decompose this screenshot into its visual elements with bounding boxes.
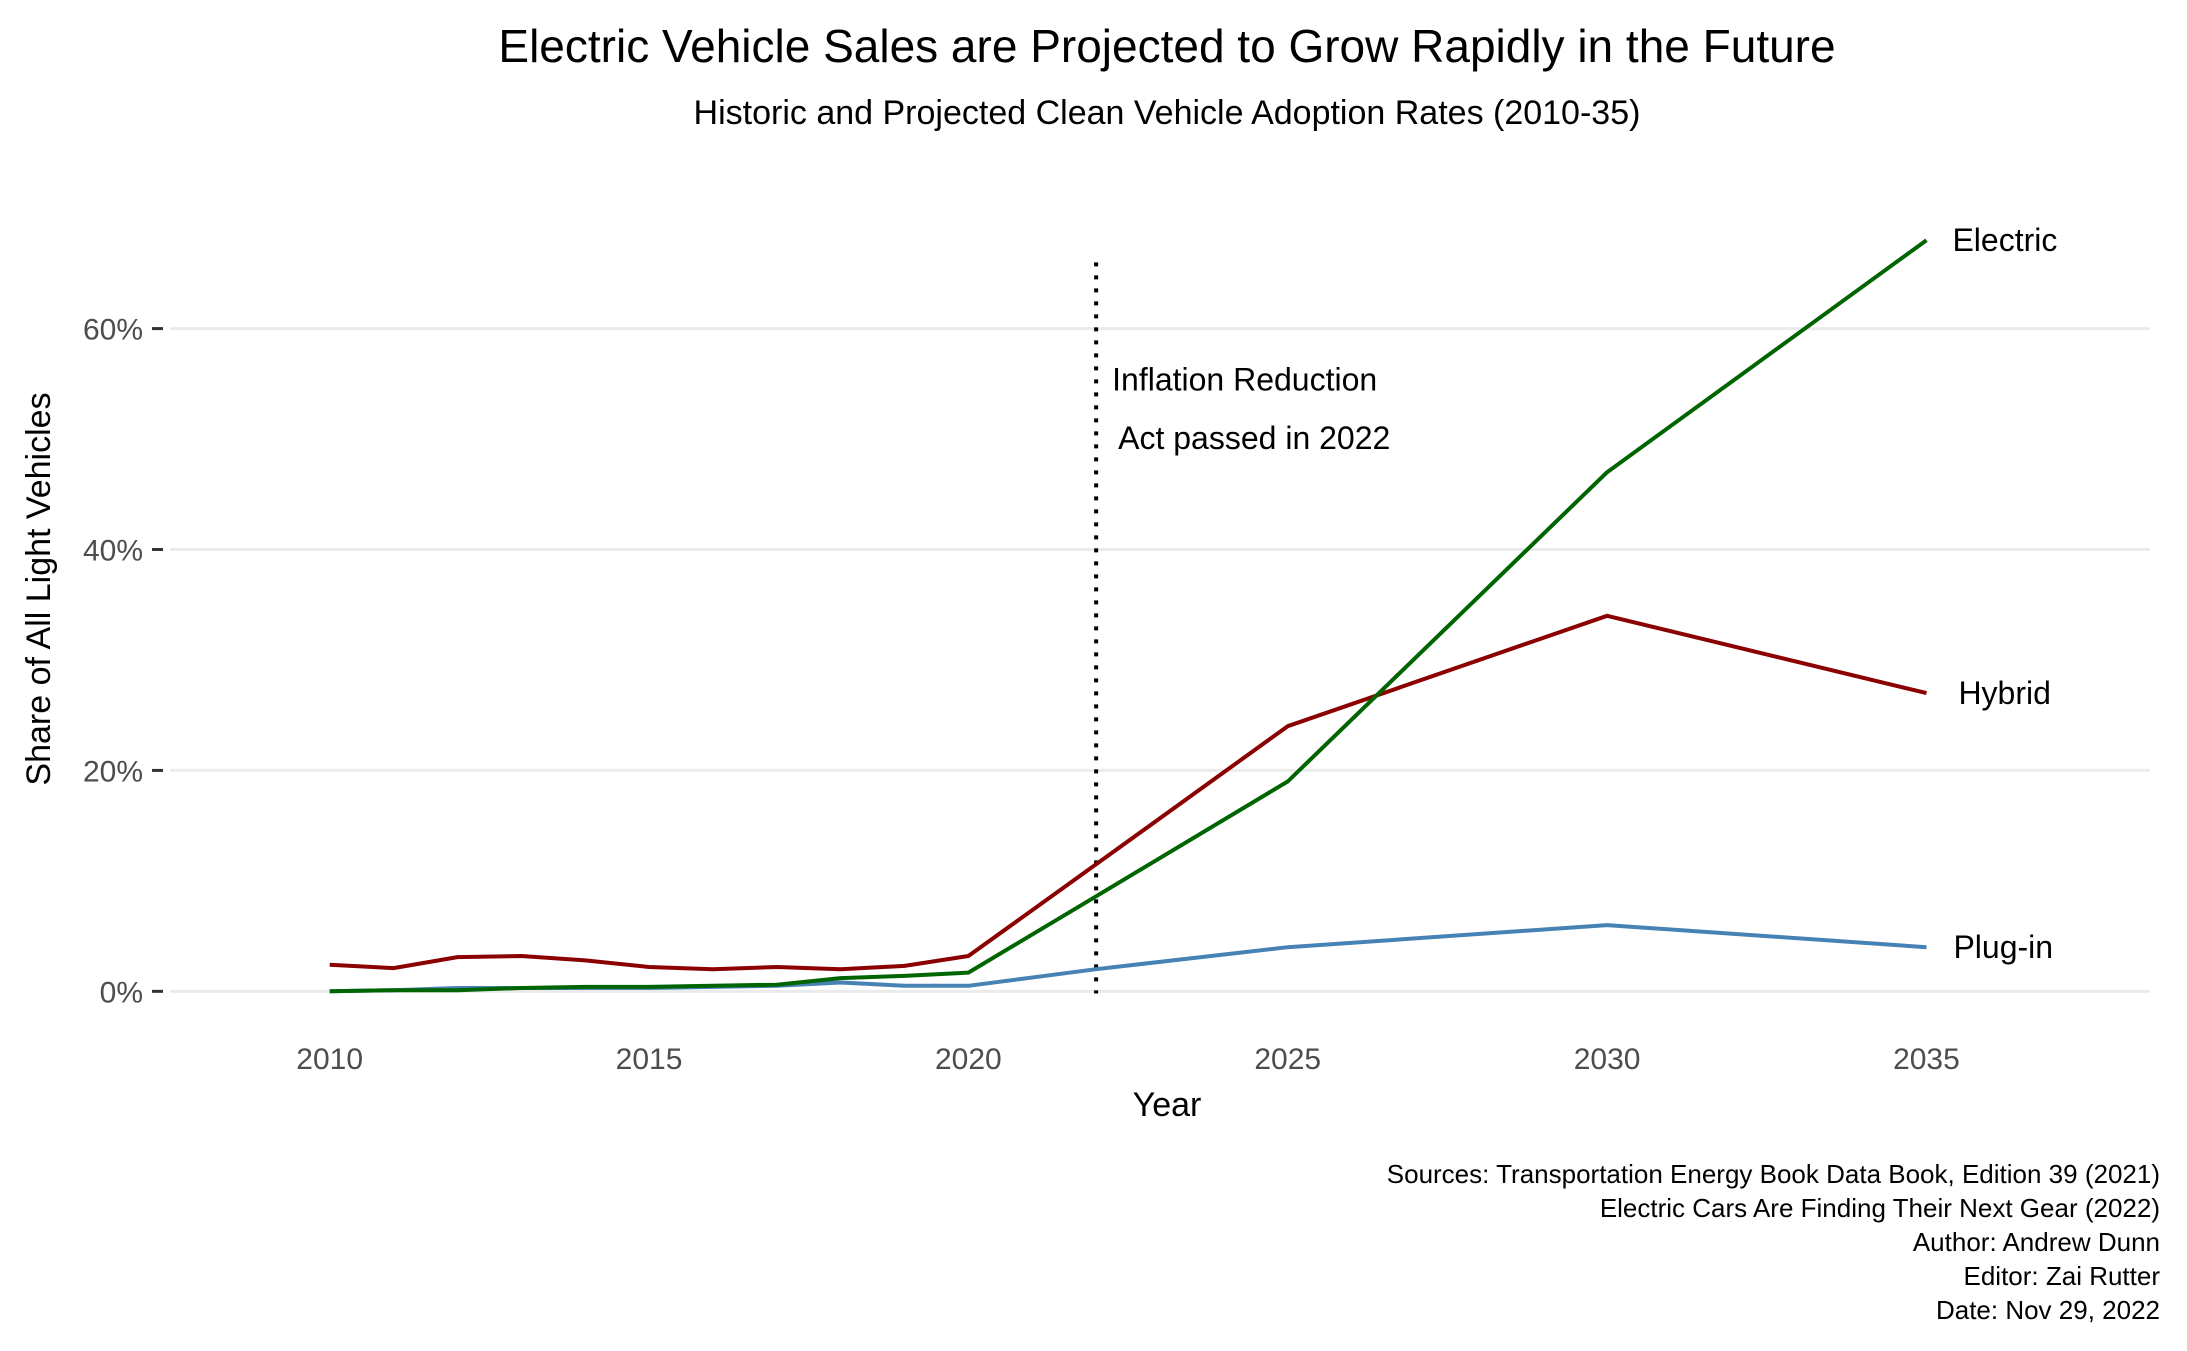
caption-line: Sources: Transportation Energy Book Data… <box>1387 1159 2160 1189</box>
y-tick-label: 20% <box>83 755 143 788</box>
x-tick-label: 2030 <box>1574 1043 1641 1076</box>
series-group <box>329 238 1928 994</box>
y-tick-label: 60% <box>83 314 143 347</box>
y-axis-title: Share of All Light Vehicles <box>20 392 58 785</box>
chart-title: Electric Vehicle Sales are Projected to … <box>498 20 1835 72</box>
series-labels: Plug-in Hybrid Electric <box>1952 222 2057 965</box>
caption-line: Author: Andrew Dunn <box>1913 1227 2160 1257</box>
chart-subtitle: Historic and Projected Clean Vehicle Ado… <box>694 94 1641 132</box>
x-axis: 2010 2015 2020 2025 2030 2035 <box>296 1043 1960 1076</box>
y-tick-label: 40% <box>83 535 143 568</box>
annotation-label-line-2: Act passed in 2022 <box>1118 420 1390 456</box>
x-tick-label: 2035 <box>1893 1043 1960 1076</box>
annotation-label-line-1: Inflation Reduction <box>1112 361 1377 397</box>
x-tick-label: 2025 <box>1254 1043 1321 1076</box>
caption-line: Date: Nov 29, 2022 <box>1936 1295 2160 1325</box>
y-axis: 0% 20% 40% 60% <box>83 314 163 1009</box>
caption-line: Electric Cars Are Finding Their Next Gea… <box>1600 1193 2160 1223</box>
series-line-electric <box>329 238 1928 994</box>
series-label-electric: Electric <box>1952 222 2057 258</box>
series-line-hybrid <box>329 613 1927 972</box>
x-tick-label: 2020 <box>935 1043 1002 1076</box>
caption-line: Editor: Zai Rutter <box>1963 1261 2160 1291</box>
x-tick-label: 2010 <box>296 1043 363 1076</box>
y-tick-label: 0% <box>100 976 143 1009</box>
x-axis-title: Year <box>1133 1086 1202 1124</box>
gridlines <box>170 327 2150 993</box>
series-label-hybrid: Hybrid <box>1958 675 2050 711</box>
caption: Sources: Transportation Energy Book Data… <box>1387 1159 2161 1325</box>
x-tick-label: 2015 <box>616 1043 683 1076</box>
series-label-plug-in: Plug-in <box>1953 929 2053 965</box>
